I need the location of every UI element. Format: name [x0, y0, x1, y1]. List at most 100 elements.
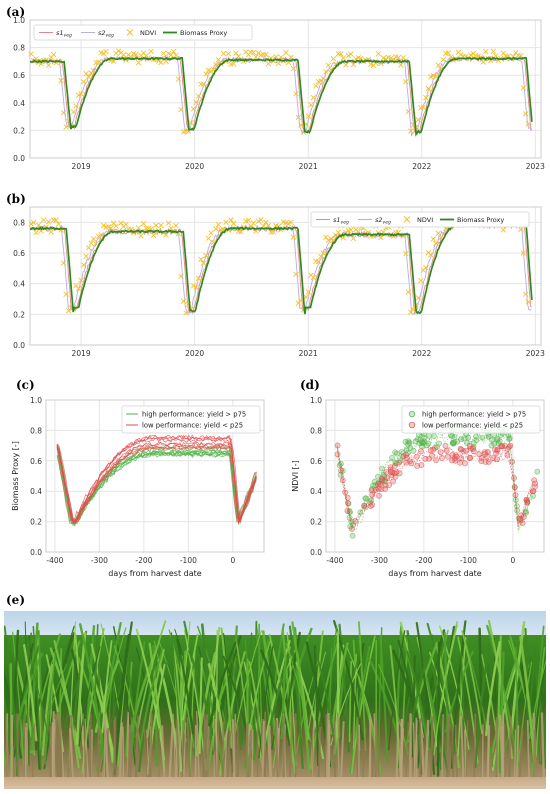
ndvi-point	[523, 111, 529, 117]
ndvi-point	[295, 114, 302, 121]
ndvi-point	[525, 121, 532, 127]
series-s2-line	[29, 55, 532, 137]
ndvi-point	[348, 51, 354, 57]
ndvi-point-low	[349, 525, 355, 532]
ndvi-point	[73, 103, 79, 109]
y-tick-label: 0.2	[310, 518, 322, 527]
ndvi-point	[50, 217, 57, 223]
ndvi-point	[180, 298, 187, 304]
ndvi-point	[148, 48, 154, 55]
ndvi-point	[263, 219, 269, 226]
ndvi-point	[525, 299, 532, 305]
ndvi-point	[140, 220, 147, 227]
ndvi-point-low	[457, 459, 463, 466]
ndvi-point-high	[349, 532, 356, 539]
ndvi-point	[63, 291, 69, 297]
ndvi-point	[135, 225, 142, 231]
chart-c-biomass-proxy: 0.0 0.2 0.4 0.6 0.8 1.0 -400 -300 -200 -100 0 days …	[11, 396, 265, 578]
ndvi-point-low	[377, 480, 383, 487]
legend-marker-low	[408, 421, 416, 429]
ndvi-point	[345, 52, 352, 59]
ndvi-point	[208, 230, 214, 236]
ndvi-point	[405, 108, 412, 115]
ndvi-point-low	[462, 460, 468, 467]
series-low-trace	[336, 449, 534, 527]
ndvi-point	[63, 124, 69, 130]
ndvi-point	[78, 277, 84, 284]
ndvi-point	[490, 48, 497, 54]
ndvi-point	[60, 110, 67, 116]
ndvi-point	[80, 262, 87, 268]
ndvi-point-low	[493, 456, 500, 463]
x-tick-label: 2021	[299, 162, 318, 171]
ndvi-point	[250, 220, 257, 226]
ndvi-point	[160, 50, 167, 57]
ndvi-point	[410, 306, 417, 313]
ndvi-point	[238, 229, 244, 235]
ndvi-point-low	[403, 459, 410, 466]
series-low-trace	[336, 446, 534, 524]
ndvi-point	[263, 51, 269, 58]
ndvi-point	[420, 104, 427, 110]
ndvi-point-low	[392, 473, 399, 480]
x-axis-label: days from harvest date	[388, 569, 481, 578]
ndvi-point	[328, 236, 334, 242]
ndvi-point	[150, 232, 157, 239]
ndvi-point	[403, 79, 409, 85]
y-tick-label: 0.6	[30, 457, 42, 466]
y-tick-label: 0.4	[30, 487, 42, 496]
x-axis-label: days from harvest date	[108, 569, 201, 578]
y-tick-label: 0.0	[13, 341, 25, 350]
ndvi-point-high	[410, 447, 417, 454]
ndvi-point	[225, 51, 232, 57]
legend-label-s2: s2veg	[98, 29, 114, 39]
ndvi-point-low	[417, 448, 424, 455]
ndvi-point	[523, 291, 529, 297]
ndvi-point	[430, 236, 437, 242]
y-tick-label: 0.4	[13, 99, 25, 108]
ndvi-point-low	[482, 459, 489, 465]
legend-box	[401, 405, 541, 434]
ndvi-point-high	[473, 437, 480, 444]
ndvi-point	[193, 99, 199, 106]
series-biomass-proxy-line	[30, 56, 533, 137]
ndvi-point	[520, 85, 527, 91]
ndvi-point-high	[494, 437, 500, 443]
ndvi-point-high	[392, 449, 399, 456]
x-tick-label: -100	[180, 556, 197, 565]
ndvi-point-low	[342, 489, 349, 496]
y-tick-label: 1.0	[30, 396, 42, 405]
ndvi-point	[55, 221, 62, 227]
ndvi-point	[228, 217, 234, 223]
ndvi-point	[28, 221, 34, 227]
ndvi-point-low	[438, 455, 445, 461]
ndvi-point-low	[414, 463, 421, 469]
ndvi-point-high	[357, 509, 364, 516]
series-high-line	[56, 443, 257, 524]
ndvi-point	[423, 264, 429, 271]
ndvi-point	[400, 55, 407, 61]
ndvi-point-low	[375, 481, 381, 488]
y-tick-label: 1.0	[310, 396, 322, 405]
panel-label-c: (c)	[16, 378, 35, 392]
y-tick-label: 0.6	[310, 457, 322, 466]
ndvi-point-high	[368, 497, 375, 504]
x-tick-label: 2023	[526, 162, 545, 171]
ndvi-point	[188, 119, 194, 126]
ndvi-point-low	[386, 482, 392, 488]
ndvi-point	[53, 217, 59, 223]
ndvi-point	[435, 230, 442, 237]
ndvi-point-high	[449, 440, 456, 447]
ndvi-point-low	[466, 455, 473, 461]
ndvi-point	[205, 235, 212, 242]
ndvi-point	[113, 223, 119, 229]
y-tick-label: 0.4	[310, 487, 322, 496]
ndvi-point-low	[433, 457, 439, 463]
legend-marker-high	[408, 410, 416, 418]
ndvi-point	[500, 227, 507, 233]
ndvi-point-low	[378, 486, 385, 493]
ndvi-point-low	[334, 442, 341, 449]
ndvi-point-low	[408, 460, 415, 467]
legend-label-high: high performance: yield > p75	[142, 411, 246, 419]
ndvi-point	[158, 222, 164, 229]
